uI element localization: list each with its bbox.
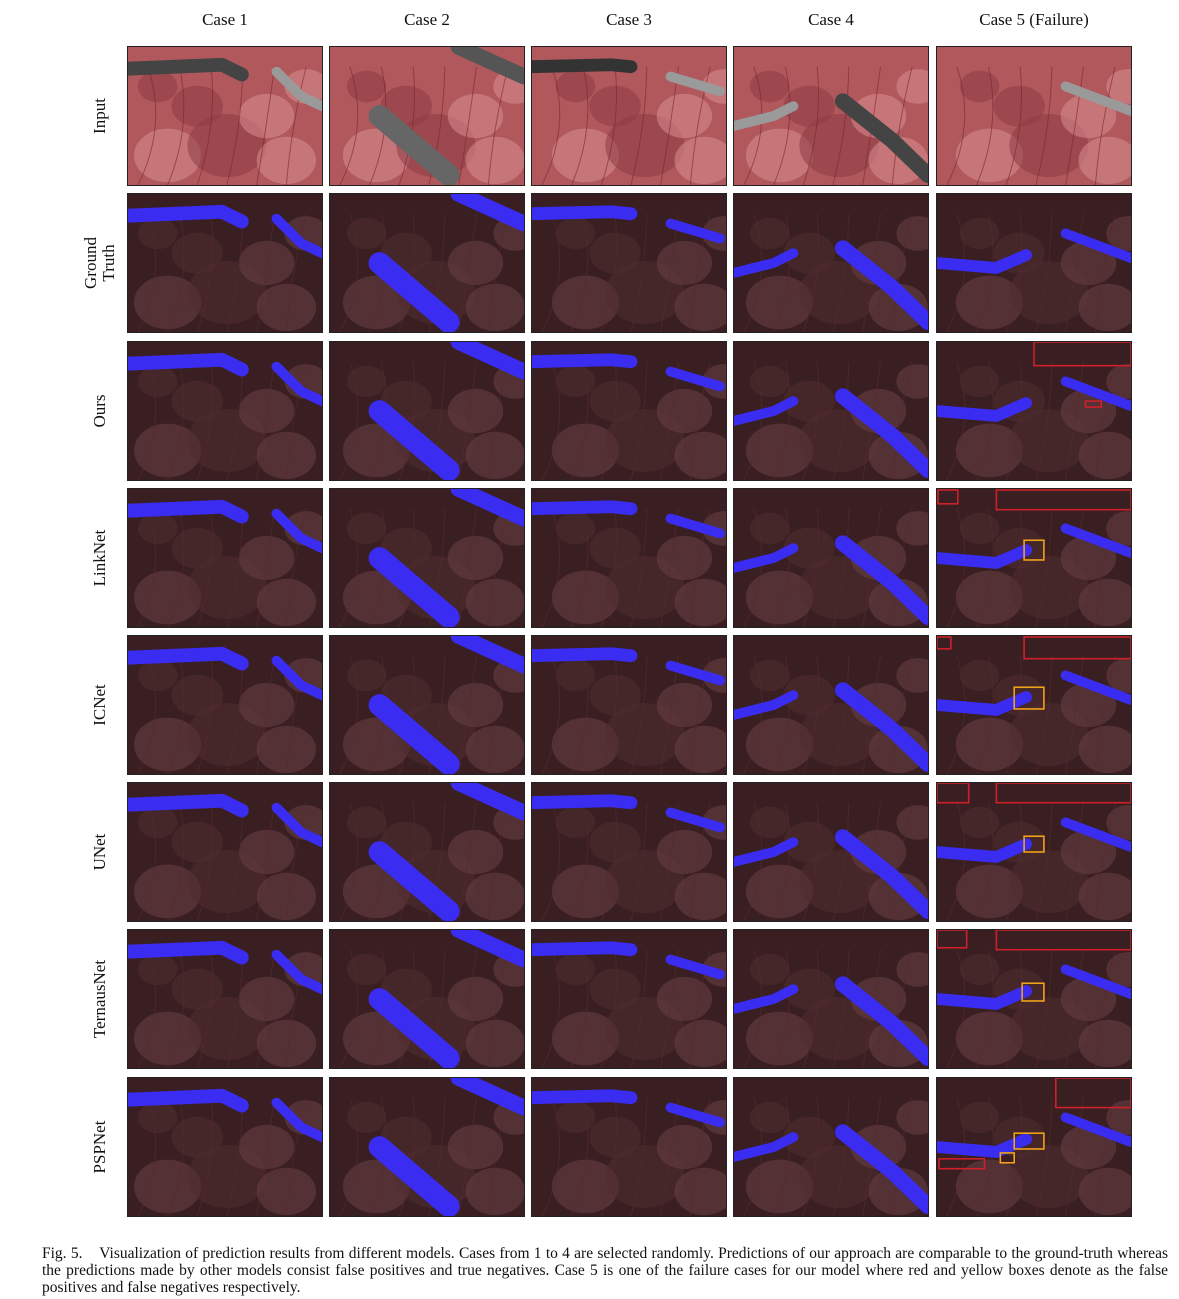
result-image-ternausnet-case-5	[936, 929, 1132, 1069]
row-label-ours: Ours	[91, 394, 109, 427]
result-image-input-case-1	[127, 46, 323, 186]
result-image-linknet-case-3	[531, 488, 727, 628]
result-image-input-case-4	[733, 46, 929, 186]
result-image-ours-case-4	[733, 341, 929, 481]
row-label-icnet: ICNet	[91, 684, 109, 726]
result-image-icnet-case-3	[531, 635, 727, 775]
result-image-pspnet-case-2	[329, 1077, 525, 1217]
column-header-case-1: Case 1	[127, 10, 323, 30]
result-image-unet-case-2	[329, 782, 525, 922]
column-header-case-5: Case 5 (Failure)	[936, 10, 1132, 30]
result-image-input-case-5	[936, 46, 1132, 186]
row-label-ground-truth: Ground Truth	[82, 237, 118, 289]
row-label-linknet: LinkNet	[91, 530, 109, 587]
result-image-icnet-case-4	[733, 635, 929, 775]
row-label-unet: UNet	[91, 834, 109, 871]
row-label-ternausnet: TernausNet	[91, 960, 109, 1038]
result-image-pspnet-case-4	[733, 1077, 929, 1217]
figure-caption: Fig. 5. Visualization of prediction resu…	[42, 1245, 1168, 1299]
result-image-ternausnet-case-3	[531, 929, 727, 1069]
result-image-pspnet-case-1	[127, 1077, 323, 1217]
row-label-pspnet: PSPNet	[91, 1121, 109, 1174]
result-image-unet-case-1	[127, 782, 323, 922]
result-image-unet-case-3	[531, 782, 727, 922]
result-image-ternausnet-case-2	[329, 929, 525, 1069]
result-image-ternausnet-case-1	[127, 929, 323, 1069]
row-label-input: Input	[91, 98, 109, 134]
result-image-input-case-3	[531, 46, 727, 186]
column-header-case-2: Case 2	[329, 10, 525, 30]
result-image-icnet-case-1	[127, 635, 323, 775]
result-image-linknet-case-2	[329, 488, 525, 628]
result-image-linknet-case-1	[127, 488, 323, 628]
result-image-ours-case-1	[127, 341, 323, 481]
result-image-ground-truth-case-4	[733, 193, 929, 333]
result-image-pspnet-case-3	[531, 1077, 727, 1217]
figure-label: Fig. 5.	[42, 1245, 82, 1262]
result-image-unet-case-5	[936, 782, 1132, 922]
caption-text: Visualization of prediction results from…	[42, 1245, 1168, 1296]
result-image-ours-case-3	[531, 341, 727, 481]
result-image-ours-case-5	[936, 341, 1132, 481]
result-image-linknet-case-5	[936, 488, 1132, 628]
result-image-unet-case-4	[733, 782, 929, 922]
result-image-input-case-2	[329, 46, 525, 186]
result-image-pspnet-case-5	[936, 1077, 1132, 1217]
column-header-case-3: Case 3	[531, 10, 727, 30]
result-image-linknet-case-4	[733, 488, 929, 628]
result-image-ground-truth-case-2	[329, 193, 525, 333]
result-image-ground-truth-case-3	[531, 193, 727, 333]
result-image-icnet-case-2	[329, 635, 525, 775]
column-header-case-4: Case 4	[733, 10, 929, 30]
result-image-ours-case-2	[329, 341, 525, 481]
result-image-ground-truth-case-5	[936, 193, 1132, 333]
result-image-ground-truth-case-1	[127, 193, 323, 333]
result-image-ternausnet-case-4	[733, 929, 929, 1069]
result-image-icnet-case-5	[936, 635, 1132, 775]
